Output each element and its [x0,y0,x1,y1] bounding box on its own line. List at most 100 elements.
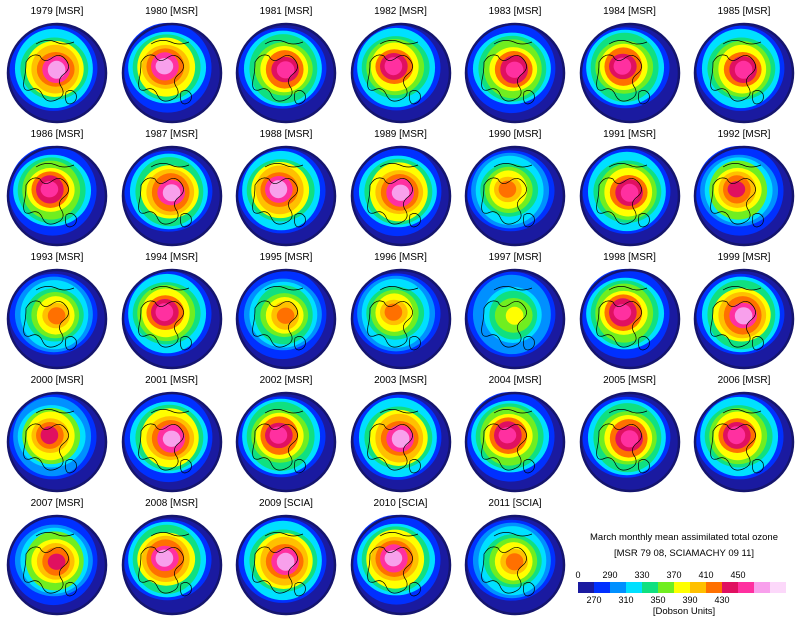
ozone-map [579,22,680,124]
panel-title: 1985 [MSR] [717,6,771,17]
coastline [137,409,192,474]
ozone-panel: 1981 [MSR] [231,5,341,128]
ozone-map [693,268,795,370]
panel-title: 1991 [MSR] [603,129,656,140]
ozone-panel: 1990 [MSR] [460,128,570,251]
colorbar-swatch [626,582,642,593]
ozone-map [464,22,566,124]
colorbar-swatch [722,582,738,593]
colorbar-tick-top: 330 [634,570,650,580]
map-rim [121,145,222,247]
panel-title: 1980 [MSR] [145,6,198,17]
ozone-map [121,22,222,124]
coastline [252,163,306,228]
ozone-contour [47,307,66,325]
ozone-map [121,514,222,616]
panel-title: 1994 [MSR] [145,252,198,263]
map-rim [121,268,222,370]
ozone-contour [613,304,631,321]
ozone-map [350,145,451,247]
ozone-map [121,268,222,370]
ozone-contour [620,430,638,448]
ozone-panel: 1988 [MSR] [231,128,341,251]
map-rim [464,268,566,370]
panel-title: 2011 [SCIA] [488,498,542,509]
coastline [481,40,535,105]
ozone-contour [734,60,753,79]
map-rim [121,391,222,493]
coastline [23,532,77,597]
ozone-contour [505,61,524,78]
coastline [252,286,306,351]
colorbar-swatch [594,582,610,593]
ozone-contour [162,430,180,447]
colorbar-swatch [738,582,754,593]
coastline [366,532,421,597]
panel-title: 2005 [MSR] [603,375,656,386]
ozone-panel: 1987 [MSR] [117,128,227,251]
coastline [137,163,192,228]
ozone-panel: 1991 [MSR] [575,128,685,251]
panel-title: 2000 [MSR] [30,375,84,386]
panel-title: 2006 [MSR] [717,375,771,386]
ozone-map [121,145,222,247]
coastline [23,163,77,228]
colorbar-swatch [658,582,674,593]
panel-title: 2003 [MSR] [374,375,427,386]
coastline [710,409,764,474]
ozone-map [579,391,680,493]
ozone-panel: 2011 [SCIA] [460,497,570,620]
ozone-contour [269,426,288,444]
ozone-contour [505,306,524,325]
ozone-contour [505,553,524,571]
ozone-contour [162,184,180,202]
ozone-contour [155,549,173,567]
map-rim [6,268,108,370]
ozone-map [6,268,108,370]
coastline [710,163,764,228]
ozone-map [464,145,566,247]
legend-units: [Dobson Units] [652,606,716,617]
ozone-map [6,514,108,616]
ozone-map [693,22,795,124]
colorbar-swatch [754,582,770,593]
panel-title: 1987 [MSR] [145,129,198,140]
ozone-contour [727,426,746,445]
map-rim [6,514,108,616]
panel-title: 1998 [MSR] [603,252,656,263]
ozone-panel: 1983 [MSR] [460,5,570,128]
ozone-panel: 2001 [MSR] [117,374,227,497]
colorbar-tick-top: 0 [575,570,581,580]
ozone-contour [620,183,638,202]
colorbar-tick-bottom: 430 [714,595,730,605]
ozone-contour [155,58,173,75]
ozone-contour [384,303,402,321]
map-rim [6,391,108,493]
ozone-panel: 1994 [MSR] [117,251,227,374]
ozone-contour [384,57,402,76]
colorbar-tick-top: 450 [730,570,746,580]
ozone-map [6,145,108,247]
coastline [481,163,535,228]
coastline [137,532,192,597]
map-rim [6,22,108,124]
coastline [252,40,306,105]
colorbar-swatch [674,582,690,593]
ozone-contour [47,553,66,570]
map-rim [464,514,566,616]
coastline [23,286,77,351]
panel-title: 1997 [MSR] [488,252,542,263]
ozone-contour [391,184,409,201]
ozone-panel: 1999 [MSR] [689,251,796,374]
panel-title: 1992 [MSR] [717,129,771,140]
map-rim [693,145,795,247]
panel-title: 1986 [MSR] [30,129,84,140]
colorbar-tick-bottom: 390 [682,595,698,605]
colorbar-tick-top: 410 [698,570,714,580]
ozone-map [6,391,108,493]
panel-title: 2002 [MSR] [259,375,313,386]
panel-title: 1988 [MSR] [259,129,313,140]
legend-subtitle: [MSR 79 08, SCIAMACHY 09 11] [613,548,755,559]
ozone-contour [276,61,295,79]
ozone-contour [47,60,66,79]
